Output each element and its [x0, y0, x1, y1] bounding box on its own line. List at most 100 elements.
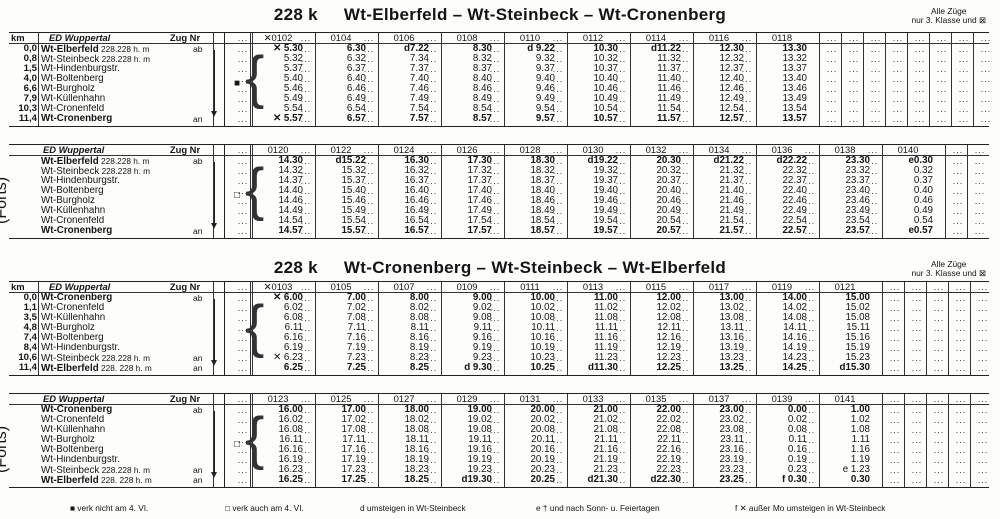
departure-time: 8.57 — [472, 114, 492, 124]
departure-time: 10.30 — [593, 44, 618, 54]
divider — [504, 282, 505, 375]
departure-time: 8.30 — [472, 44, 492, 54]
station-label: Wt-Küllenhahn — [41, 425, 106, 435]
arr-dep-label — [193, 323, 207, 333]
departure-time: 17.57 — [467, 226, 492, 236]
departure-time: 8.49 — [472, 94, 492, 104]
station-label: Wt-Burgholz — [41, 84, 95, 94]
dots: ... — [237, 394, 249, 404]
departure-time: 19.00 — [467, 405, 492, 415]
departure-time: 12.16 — [656, 333, 681, 343]
station-row: 0,0 Wt-Cronenberg ab... ✕ 6.00... 7.00... 8.0… — [9, 293, 989, 303]
dots: ... — [426, 84, 438, 94]
dots: ... — [426, 166, 438, 176]
dots: ... — [552, 455, 564, 465]
departure-time: 17.19 — [341, 455, 366, 465]
header-row: ED Wuppertal Zug Nr 0120... 0122... 0124... 0… — [9, 145, 989, 156]
group-brace: { — [245, 294, 265, 359]
departure-time: d22.30 — [650, 475, 681, 485]
divider — [567, 33, 568, 126]
dots: ... — [955, 353, 967, 363]
dots: ... — [615, 166, 627, 176]
dots: ... — [678, 104, 690, 114]
km-header: km — [11, 33, 25, 43]
divider — [567, 282, 568, 375]
dots: ... — [804, 333, 816, 343]
departure-time: 11.00 — [594, 293, 618, 303]
station-name: Wt-Hindenburgstr. — [41, 64, 191, 74]
legend-text: und nach Sonn- u. Feiertagen — [549, 503, 660, 513]
departure-time: 8.08 — [409, 313, 429, 323]
dots: ... — [426, 196, 438, 206]
dots: ... — [867, 216, 879, 226]
dots: ... — [955, 415, 967, 425]
dots: ... — [552, 206, 564, 216]
departure-time: 14.46 — [278, 196, 303, 206]
departure-time: 10.54 — [593, 104, 618, 114]
departure-time: 5.54 — [283, 104, 303, 114]
station-row: 1,1 Wt-Cronenfeld... 6.02... 7.02... 8.02...… — [9, 303, 989, 313]
dots: ... — [489, 465, 501, 475]
station-label: Wt-Boltenberg — [41, 333, 104, 343]
km-value: 0,0 — [23, 44, 37, 54]
legend-symbol: ■ — [70, 503, 78, 513]
dots: ... — [936, 94, 948, 104]
dots: ... — [300, 145, 312, 155]
departure-time: 14.16 — [782, 333, 807, 343]
station-label: Wt-Boltenberg — [41, 445, 104, 455]
station-row: Wt-Hindenburgstr.... 16.19... 17.19... 18.1… — [9, 455, 989, 465]
dots: ... — [974, 196, 986, 206]
dots: ... — [933, 425, 945, 435]
legend-item: f ✕ außer Mo umsteigen in Wt-Steinbeck — [735, 502, 885, 515]
dots: ... — [426, 333, 438, 343]
dots: ... — [363, 114, 375, 124]
departure-time: 22.16 — [656, 445, 681, 455]
departure-time: 9.57 — [535, 114, 555, 124]
departure-time: 13.30 — [782, 44, 807, 54]
section2-part1-table: km ED Wuppertal Zug Nr ✕0103... 0105... 0107.… — [9, 281, 989, 376]
divider — [224, 394, 225, 487]
departure-time: 10.25 — [530, 363, 555, 373]
divider — [885, 33, 886, 126]
dots: ... — [889, 465, 901, 475]
departure-time: 15.19 — [845, 343, 870, 353]
dots: ... — [911, 303, 923, 313]
departure-time: d22.22 — [776, 156, 807, 166]
dots: ... — [678, 216, 690, 226]
dots: ... — [958, 94, 970, 104]
departure-time: d11.30 — [588, 363, 618, 373]
divider — [819, 145, 820, 238]
dots: ... — [933, 363, 945, 373]
departure-time: 14.37 — [278, 176, 303, 186]
departure-time: 1.19 — [850, 455, 870, 465]
dots: ... — [552, 196, 564, 206]
departure-time: 18.40 — [530, 186, 555, 196]
dots: ... — [678, 145, 690, 155]
dots: ... — [363, 293, 375, 303]
divider — [378, 282, 379, 375]
departure-time: 9.54 — [535, 104, 555, 114]
dots: ... — [300, 156, 312, 166]
dots: ... — [741, 206, 753, 216]
dots: ... — [741, 114, 753, 124]
station-label: Wt-Hindenburgstr. — [41, 176, 120, 186]
departure-time: ✕ 6.23 — [273, 353, 303, 363]
train-number: 0140 — [897, 145, 919, 155]
dots: ... — [867, 156, 879, 166]
dots: ... — [363, 196, 375, 206]
dots: ... — [363, 435, 375, 445]
dots: ... — [237, 405, 249, 415]
dots: ... — [889, 455, 901, 465]
departure-time: 6.32 — [346, 54, 366, 64]
departure-time: ✕ 6.00 — [273, 293, 303, 303]
departure-time: 20.54 — [656, 216, 681, 226]
departure-time: 23.02 — [719, 415, 744, 425]
dots: ... — [426, 455, 438, 465]
departure-time: 0.00 — [787, 405, 807, 415]
station-name: Wt-Hindenburgstr. — [41, 455, 191, 465]
departure-time: 12.00 — [656, 293, 681, 303]
dots: ... — [977, 445, 989, 455]
dots: ... — [615, 145, 627, 155]
departure-time: 0.19 — [787, 455, 807, 465]
dots: ... — [914, 74, 926, 84]
